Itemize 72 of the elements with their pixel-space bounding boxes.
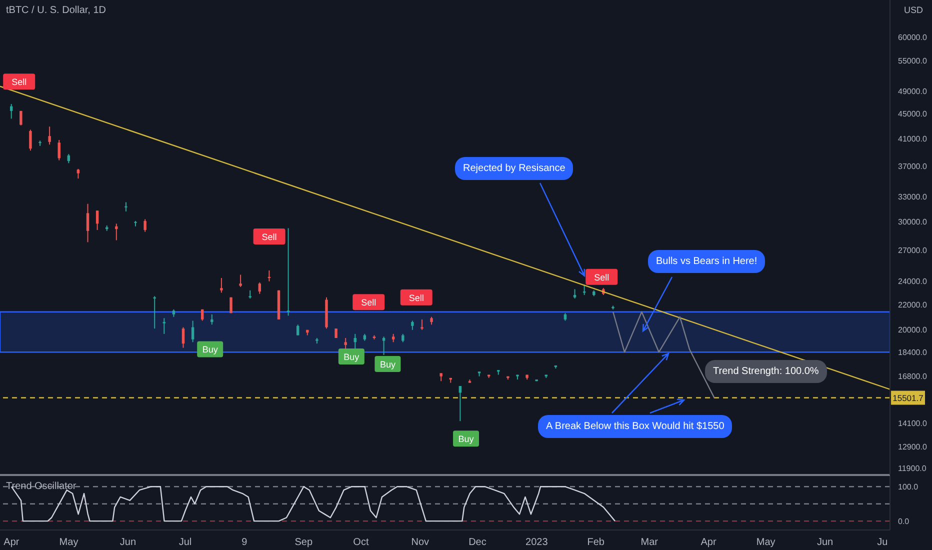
- candlestick: [10, 103, 13, 120]
- candlestick: [124, 202, 128, 212]
- y-tick-label: 0.0: [898, 516, 910, 526]
- text: Trend Oscillator: [6, 481, 76, 492]
- y-tick-label: 12900.0: [898, 442, 928, 452]
- ref-line-label: 15501.7: [892, 392, 924, 403]
- y-tick-label: 22000.0: [898, 300, 928, 310]
- y-tick-label: 27000.0: [898, 246, 928, 255]
- candlestick: [29, 129, 32, 152]
- y-tick-label: 11900.0: [898, 464, 927, 474]
- annotation: Rejected by Resisance: [455, 157, 574, 180]
- annotation: A Break Below this Box Would hit $1550: [538, 415, 732, 438]
- y-tick-label: 24000.0: [898, 277, 928, 286]
- x-tick-label: Apr: [700, 537, 718, 548]
- y-tick-label: 45000.0: [898, 110, 928, 119]
- x-tick-label: Jul: [178, 537, 192, 548]
- x-tick-label: 9: [242, 537, 248, 548]
- candlestick: [258, 282, 262, 294]
- candlestick: [286, 228, 290, 316]
- x-tick-label: May: [756, 537, 776, 548]
- y-tick-label: 41000.0: [898, 134, 928, 144]
- candlestick: [573, 288, 576, 300]
- candlestick: [86, 203, 90, 243]
- x-tick-label: Jun: [120, 537, 136, 548]
- y-tick-label: 30000.0: [898, 218, 928, 227]
- candlestick: [76, 168, 80, 180]
- y-tick-label: 100.0: [898, 482, 919, 492]
- candlestick: [144, 218, 146, 232]
- candlestick: [458, 386, 462, 422]
- candlestick: [220, 278, 223, 294]
- candlestick: [67, 154, 70, 164]
- y-tick-label: 55000.0: [898, 56, 928, 66]
- x-tick-label: Ju: [877, 537, 888, 548]
- annotation: Bulls vs Bears in Here!: [648, 250, 766, 273]
- candlestick: [210, 314, 214, 326]
- candlestick: [115, 223, 118, 241]
- y-tick-label: 18400.0: [898, 348, 928, 357]
- candlestick: [58, 139, 60, 161]
- candlestick: [239, 274, 242, 288]
- candlestick: [162, 318, 166, 334]
- x-tick-label: Sep: [294, 537, 314, 548]
- text: tBTC / U. S. Dollar, 1D: [6, 5, 106, 16]
- x-tick-label: May: [59, 537, 78, 548]
- y-tick-label: 49000.0: [898, 87, 928, 96]
- y-tick-label: 60000.0: [898, 33, 928, 42]
- x-tick-label: Feb: [587, 537, 605, 548]
- candlestick: [191, 320, 194, 343]
- x-tick-label: Jun: [817, 537, 834, 548]
- y-tick-label: 33000.0: [898, 192, 928, 202]
- candlestick: [411, 320, 414, 330]
- y-tick-label: 14100.0: [898, 418, 928, 428]
- candlestick: [48, 126, 51, 146]
- x-tick-label: Dec: [468, 537, 486, 548]
- candlestick: [182, 326, 185, 348]
- y-tick-label: 16800.0: [898, 372, 928, 382]
- y-tick-label: 20000.0: [898, 326, 928, 335]
- candlestick: [420, 318, 424, 330]
- x-tick-label: Apr: [4, 537, 20, 548]
- x-tick-label: Nov: [411, 537, 430, 548]
- candlestick: [382, 336, 386, 356]
- x-tick-label: 2023: [526, 537, 548, 548]
- annotation: Trend Strength: 100.0%: [705, 360, 827, 383]
- x-tick-label: Mar: [640, 537, 659, 548]
- candlestick: [96, 210, 99, 230]
- candlestick: [344, 338, 347, 350]
- y-tick-label: 37000.0: [898, 162, 928, 171]
- line-series: [612, 311, 715, 398]
- candlestick: [153, 296, 156, 330]
- candlestick: [20, 110, 22, 126]
- y-axis-title: USD: [904, 5, 924, 15]
- candlestick: [296, 324, 300, 336]
- x-tick-label: Oct: [353, 537, 369, 548]
